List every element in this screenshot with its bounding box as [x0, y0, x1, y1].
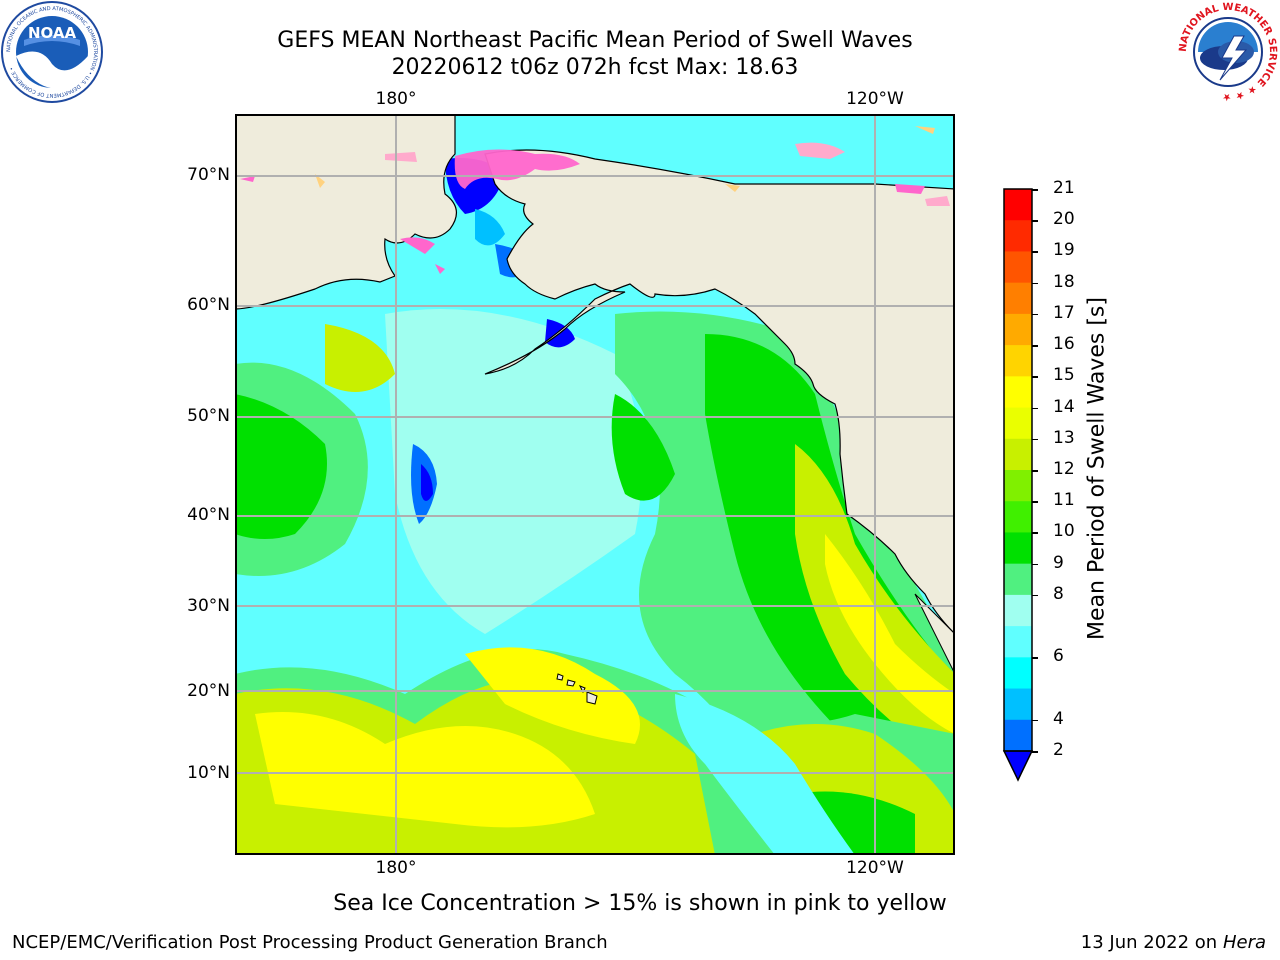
- lon-label-top-120w: 120°W: [846, 89, 904, 109]
- graticule: [236, 115, 954, 854]
- lat-label-20n: 20°N: [187, 681, 230, 701]
- nws-logo: NATIONAL WEATHER SERVICE ★ ★ ★: [1178, 2, 1278, 102]
- lat-label-70n: 70°N: [187, 165, 230, 185]
- colorbar-segment: [1004, 688, 1032, 721]
- colorbar-tick-label: 6: [1053, 646, 1064, 667]
- sea-ice: [240, 126, 950, 274]
- swell-period-contours: [236, 158, 954, 854]
- colorbar-tick-label: 18: [1053, 271, 1075, 292]
- colorbar-tick-mark: [1032, 438, 1038, 441]
- colorbar-tick-mark: [1032, 407, 1038, 410]
- landmasses: [236, 115, 954, 705]
- colorbar-tick-mark: [1032, 282, 1038, 285]
- footer-host: Hera: [1222, 932, 1266, 953]
- colorbar-extend-triangle: [1002, 750, 1034, 782]
- map-subtitle: 20220612 t06z 072h fcst Max: 18.63: [391, 55, 799, 80]
- map-caption: Sea Ice Concentration > 15% is shown in …: [333, 891, 947, 916]
- colorbar-tick-mark: [1032, 594, 1038, 597]
- colorbar-tick-label: 4: [1053, 708, 1064, 729]
- colorbar-segment: [1004, 189, 1032, 221]
- colorbar-tick-mark: [1032, 501, 1038, 503]
- colorbar-tick-label: 20: [1053, 209, 1075, 230]
- lat-label-10n: 10°N: [187, 763, 230, 783]
- colorbar-tick-label: 14: [1053, 396, 1075, 417]
- colorbar-tick-label: 21: [1053, 178, 1075, 198]
- footer-date: 13 Jun 2022 on Hera: [1081, 932, 1266, 953]
- colorbar-tick-mark: [1032, 657, 1038, 659]
- colorbar-tick-label: 9: [1053, 552, 1064, 573]
- colorbar-tick-label: 11: [1053, 490, 1075, 511]
- colorbar-tick-label: 17: [1053, 302, 1075, 323]
- colorbar-tick-mark: [1032, 220, 1038, 222]
- map-frame: [235, 114, 955, 855]
- map-title: GEFS MEAN Northeast Pacific Mean Period …: [277, 28, 913, 53]
- colorbar-tick-mark: [1032, 563, 1038, 566]
- map-panel: [235, 114, 955, 855]
- footer-date-text: 13 Jun 2022 on: [1080, 932, 1218, 953]
- colorbar-tick-mark: [1032, 251, 1038, 253]
- colorbar-tick-label: 2: [1053, 740, 1064, 760]
- colorbar-tick-label: 19: [1053, 240, 1075, 261]
- colorbar-tick-mark: [1032, 189, 1038, 191]
- colorbar-segment: [1004, 657, 1032, 690]
- colorbar-label: Mean Period of Swell Waves [s]: [1084, 297, 1110, 640]
- lon-label-bottom-120w: 120°W: [846, 858, 904, 878]
- colorbar-segment: [1004, 719, 1032, 752]
- colorbar-tick-label: 12: [1053, 459, 1075, 479]
- colorbar-tick-mark: [1032, 470, 1038, 472]
- colorbar-segment: [1004, 438, 1032, 471]
- colorbar-tick-label: 13: [1053, 427, 1075, 448]
- colorbar-segment: [1004, 376, 1032, 409]
- colorbar-segment: [1004, 251, 1032, 284]
- colorbar-segment: [1004, 345, 1032, 377]
- lat-label-50n: 50°N: [187, 406, 230, 426]
- colorbar-segment: [1004, 407, 1032, 440]
- colorbar-segment: [1004, 594, 1032, 627]
- colorbar-segment: [1004, 282, 1032, 315]
- colorbar: [1002, 188, 1034, 782]
- colorbar-tick-mark: [1032, 532, 1038, 534]
- colorbar-segment: [1004, 626, 1032, 658]
- colorbar-segment: [1004, 313, 1032, 346]
- lat-label-40n: 40°N: [187, 505, 230, 525]
- colorbar-segment: [1004, 563, 1032, 596]
- colorbar-tick-mark: [1032, 751, 1038, 753]
- colorbar-segment: [1004, 220, 1032, 252]
- colorbar-tick-label: 8: [1053, 583, 1064, 604]
- colorbar-tick-mark: [1032, 345, 1038, 347]
- lat-label-30n: 30°N: [187, 596, 230, 616]
- lon-label-top-180: 180°: [375, 89, 417, 109]
- noaa-logo: NOAA NATIONAL OCEANIC AND ATMOSPHERIC AD…: [1, 1, 103, 103]
- lat-label-60n: 60°N: [187, 295, 230, 315]
- colorbar-tick-mark: [1032, 313, 1038, 316]
- colorbar-segment: [1004, 470, 1032, 502]
- colorbar-tick-mark: [1032, 719, 1038, 722]
- colorbar-tick-label: 16: [1053, 334, 1075, 355]
- colorbar-tick-mark: [1032, 376, 1038, 378]
- colorbar-segment: [1004, 532, 1032, 565]
- colorbar-tick-label: 10: [1053, 521, 1075, 542]
- colorbar-segment: [1004, 501, 1032, 533]
- lon-label-bottom-180: 180°: [375, 858, 417, 878]
- footer-credit: NCEP/EMC/Verification Post Processing Pr…: [12, 932, 608, 953]
- svg-text:NOAA: NOAA: [28, 24, 77, 42]
- colorbar-tick-label: 15: [1053, 365, 1075, 386]
